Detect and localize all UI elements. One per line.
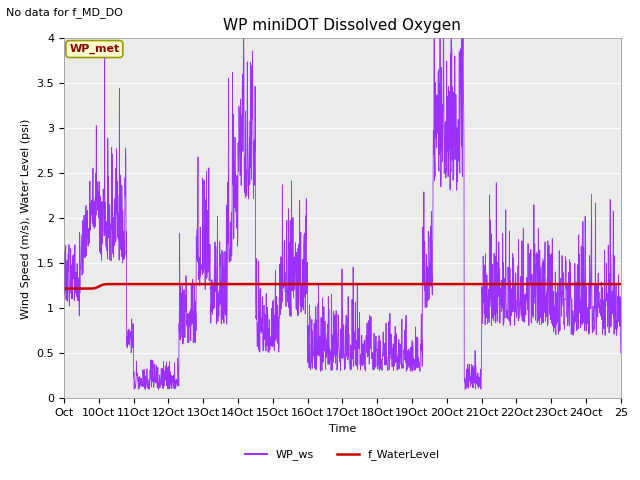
Text: No data for f_MD_DO: No data for f_MD_DO bbox=[6, 7, 124, 18]
Y-axis label: Wind Speed (m/s), Water Level (psi): Wind Speed (m/s), Water Level (psi) bbox=[21, 118, 31, 319]
X-axis label: Time: Time bbox=[329, 424, 356, 433]
Legend: WP_ws, f_WaterLevel: WP_ws, f_WaterLevel bbox=[241, 445, 444, 465]
Title: WP miniDOT Dissolved Oxygen: WP miniDOT Dissolved Oxygen bbox=[223, 18, 461, 33]
Text: WP_met: WP_met bbox=[69, 44, 120, 54]
